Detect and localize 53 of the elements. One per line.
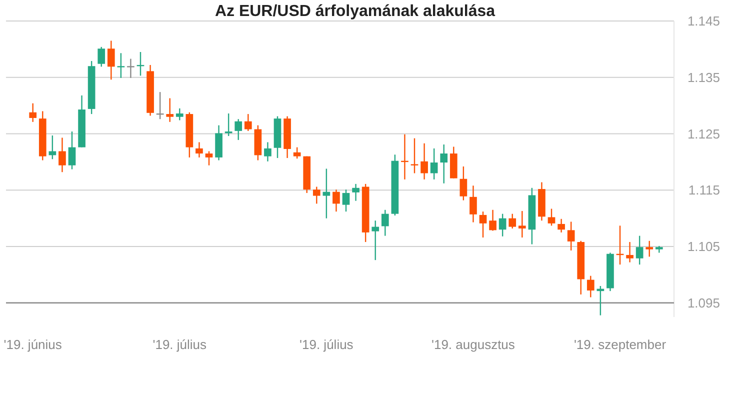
candlestick: [470, 185, 477, 223]
candlestick: [430, 148, 438, 180]
candlestick: [646, 240, 654, 258]
candlestick: [342, 188, 350, 212]
y-tick-label: 1.105: [687, 239, 720, 254]
candlestick: [58, 137, 66, 173]
candlestick: [479, 210, 487, 238]
candlestick: [489, 209, 496, 232]
chart-title: Az EUR/USD árfolyamának alakulása: [214, 3, 496, 20]
candlestick: [117, 52, 125, 79]
candlestick: [558, 218, 565, 234]
candlestick: [244, 113, 252, 132]
candlestick: [29, 102, 37, 123]
candlestick: [166, 98, 174, 123]
candlestick: [312, 186, 320, 204]
candlestick: [196, 142, 203, 158]
x-tick-label: '19. szeptember: [574, 337, 667, 352]
candlestick: [381, 209, 389, 236]
candlestick: [567, 221, 575, 252]
x-tick-label: '19. augusztus: [432, 337, 516, 352]
candlestick: [440, 144, 448, 184]
candlestick: [372, 220, 380, 261]
candlestick: [548, 208, 556, 226]
y-tick-label: 1.145: [687, 14, 720, 28]
candlestick: [410, 138, 418, 174]
candlestick: [460, 166, 468, 201]
candlestick: [48, 134, 56, 160]
candlestick: [636, 235, 644, 266]
candlestick: [107, 40, 115, 80]
candlestick: [68, 130, 76, 170]
candlestick: [98, 46, 106, 68]
candlestick: [352, 183, 360, 202]
candlestick: [127, 58, 134, 79]
x-tick-label: '19. július: [152, 337, 208, 352]
x-tick-label: '19. július: [300, 337, 354, 352]
x-tick-label: '19. június: [4, 337, 62, 352]
candlestick: [322, 168, 330, 219]
candlestick: [508, 213, 516, 230]
candlestick: [626, 241, 634, 263]
candlestick: [293, 146, 301, 160]
candlestick: [176, 108, 184, 121]
candlestick: [205, 150, 213, 166]
candlestick: [498, 213, 506, 237]
y-tick-label: 1.135: [687, 70, 720, 85]
candlestick: [234, 118, 242, 141]
candlestick: [518, 210, 526, 238]
y-tick-label: 1.115: [688, 182, 720, 198]
y-tick-label: 1.095: [687, 295, 720, 310]
y-tick-label: 1.125: [687, 126, 720, 142]
candlestick: [332, 188, 340, 212]
candlestick: [264, 142, 272, 162]
candlestick: [586, 275, 594, 298]
candlestick: [420, 142, 428, 180]
